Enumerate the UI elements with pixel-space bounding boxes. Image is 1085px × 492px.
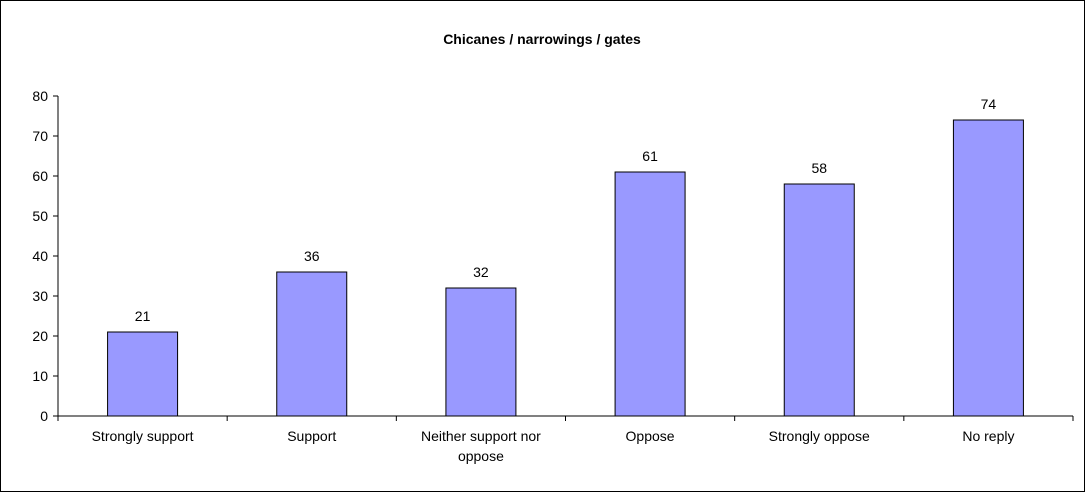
y-tick-label: 10 — [32, 368, 48, 384]
bar — [276, 271, 348, 417]
data-label: 74 — [981, 96, 997, 112]
y-tick-label: 50 — [32, 208, 48, 224]
chart-title: Chicanes / narrowings / gates — [443, 31, 641, 47]
data-label: 36 — [304, 248, 320, 264]
y-tick-label: 0 — [40, 408, 48, 424]
x-category-label-line: Strongly support — [92, 428, 194, 444]
data-label: 21 — [135, 308, 151, 324]
data-label: 61 — [642, 148, 658, 164]
bar — [445, 287, 517, 417]
x-category-label-line: Oppose — [626, 428, 675, 444]
bar — [614, 171, 686, 417]
x-category-label: Strongly oppose — [769, 428, 870, 444]
x-category-label: Support — [287, 428, 336, 444]
y-tick-label: 20 — [32, 328, 48, 344]
x-axis: Strongly support Support Neither support n… — [57, 415, 1074, 464]
data-label: 32 — [473, 264, 489, 280]
x-category-label-line: oppose — [458, 448, 504, 464]
y-tick-label: 40 — [32, 248, 48, 264]
x-category-label-line: No reply — [962, 428, 1014, 444]
x-category-label: Oppose — [626, 428, 675, 444]
y-axis: 0 10 20 30 40 50 60 70 80 — [32, 88, 59, 424]
x-category-label: Neither support nor oppose — [421, 428, 541, 464]
x-category-label: Strongly support — [92, 428, 194, 444]
x-category-label-line: Support — [287, 428, 336, 444]
bar — [783, 183, 855, 417]
y-tick-label: 80 — [32, 88, 48, 104]
data-label: 58 — [811, 160, 827, 176]
y-tick-label: 60 — [32, 168, 48, 184]
x-category-label-line: Strongly oppose — [769, 428, 870, 444]
bar — [107, 331, 179, 417]
bar — [952, 119, 1024, 417]
bar-series — [107, 119, 1024, 417]
y-tick-label: 30 — [32, 288, 48, 304]
y-tick-label: 70 — [32, 128, 48, 144]
data-labels: 21 36 32 61 58 74 — [135, 96, 997, 324]
x-category-label-line: Neither support nor — [421, 428, 541, 444]
x-category-label: No reply — [962, 428, 1014, 444]
